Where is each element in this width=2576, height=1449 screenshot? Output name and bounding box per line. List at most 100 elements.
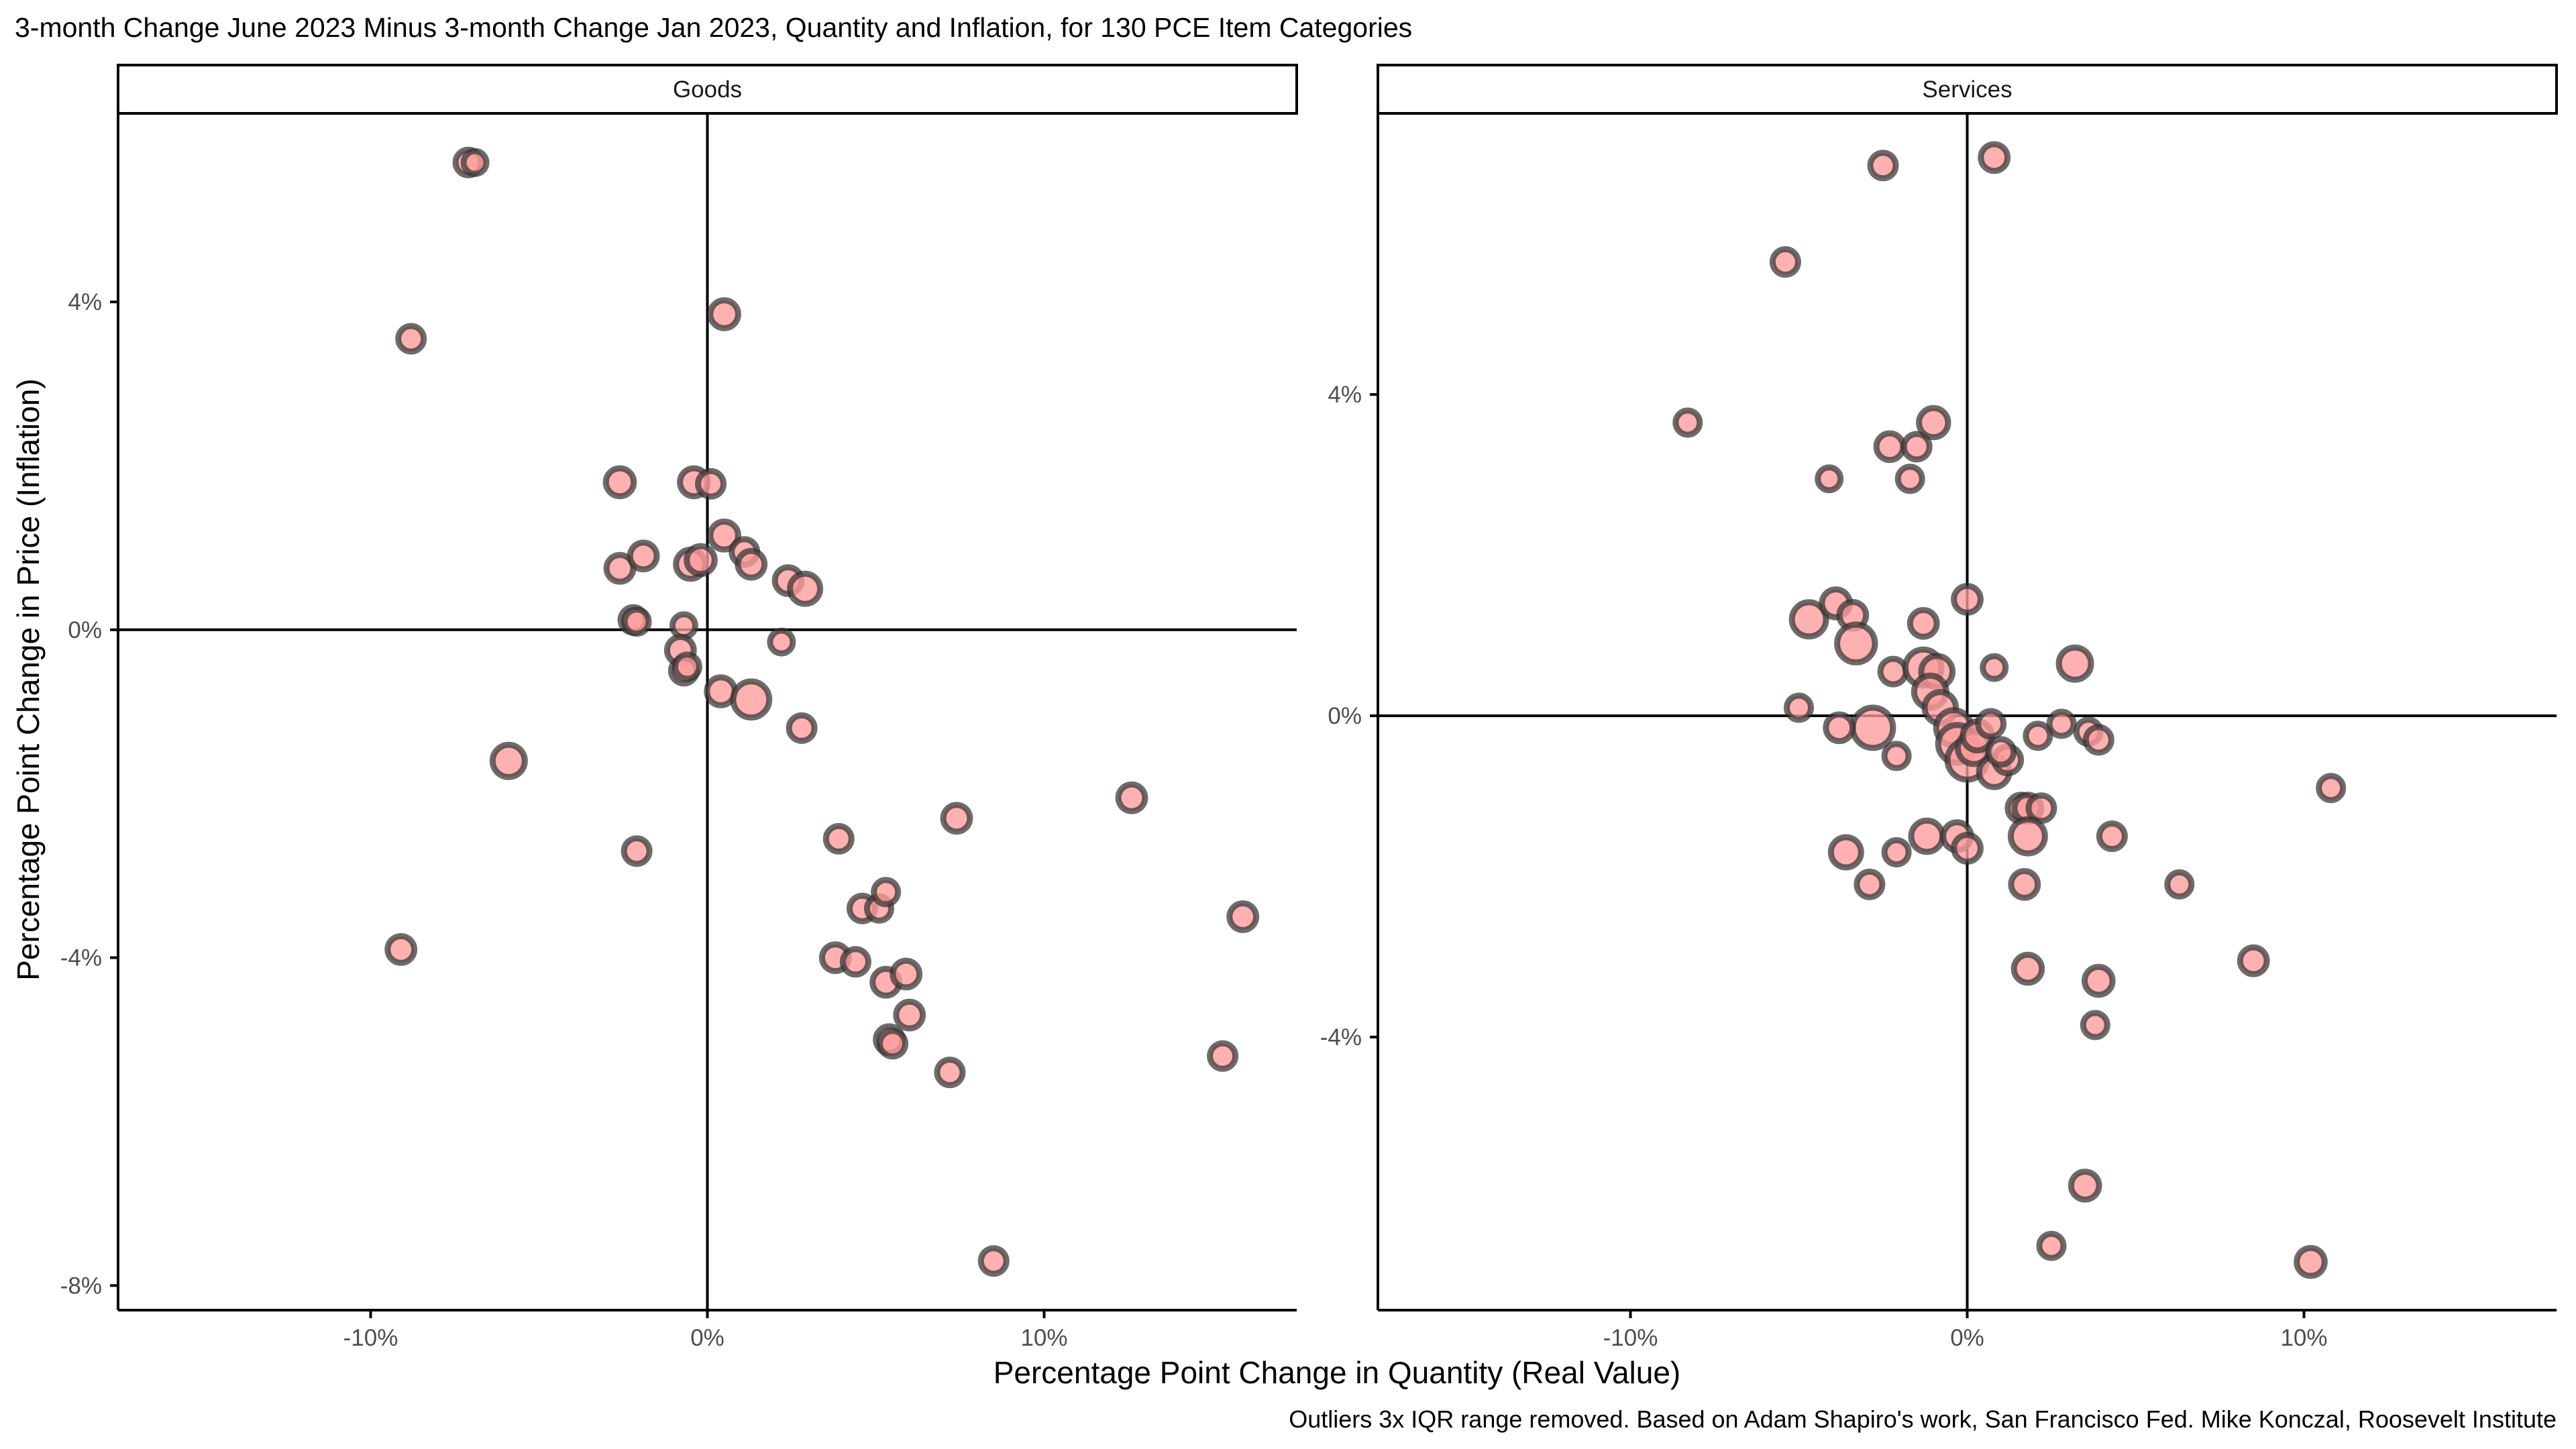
x-axis-title: Percentage Point Change in Quantity (Rea… [994,1355,1681,1390]
services-data-point [2316,773,2347,804]
goods-data-point [767,627,796,657]
goods-x-tick-label: -10% [343,1325,398,1351]
goods-data-point [940,802,973,835]
panel-goods: Goods -10% 0% 10% -8% -4% 0% 4% [60,64,1298,1351]
services-data-point [2068,1169,2102,1203]
goods-data-point [890,957,923,991]
services-data-point [1873,430,1907,464]
services-y-tick-label: -4% [1320,1024,1362,1051]
goods-data-point [395,323,427,355]
goods-data-point [877,1028,909,1060]
goods-data-point [621,835,653,867]
goods-y-tick-label: 4% [68,289,102,315]
services-data-point [2025,792,2057,824]
services-y-tick-label: 4% [1328,382,1362,408]
services-data-point [1769,246,1801,278]
services-data-point [1900,431,1933,463]
goods-data-point [871,877,902,908]
panel-strip-goods [117,64,1298,115]
services-x-tick-label: -10% [1603,1325,1658,1351]
goods-data-point [621,606,652,637]
chart-title: 3-month Change June 2023 Minus 3-month C… [15,12,1412,43]
chart-caption: Outliers 3x IQR range removed. Based on … [1289,1405,2557,1433]
goods-x-tick-label: 0% [690,1325,724,1351]
goods-data-point [1115,781,1148,814]
goods-data-point [1207,1040,1239,1072]
services-data-point [2237,944,2270,977]
goods-data-point [669,611,698,641]
services-data-point [1849,704,1896,751]
goods-data-point [489,741,528,780]
goods-data-point [707,297,741,331]
services-plot-area: -10% 0% 10% -4% 0% 4% [1320,113,2557,1351]
services-data-point [1784,692,1814,723]
services-data-point [2082,963,2116,998]
goods-data-point [735,547,768,581]
services-data-point [1834,621,1878,665]
goods-data-point [822,822,855,855]
goods-data-point [707,519,741,553]
goods-data-point [893,998,926,1032]
services-data-point [1877,655,1909,688]
goods-x-tick-label: 10% [1020,1325,1067,1351]
goods-data-point [684,543,718,578]
goods-data-point [672,651,702,682]
goods-data-point [384,933,418,966]
services-data-point [1823,711,1856,745]
services-data-point [2080,1010,2110,1040]
goods-y-tick-label: 0% [68,617,102,643]
services-data-point [1980,653,2009,682]
panel-services: Services -10% 0% 10% -4% 0% 4% [1320,64,2558,1351]
goods-data-point [977,1245,1010,1277]
goods-data-point [695,468,727,500]
goods-data-point [602,465,637,500]
goods-data-point [839,946,871,978]
goods-data-point [460,148,490,177]
services-data-point [1827,834,1864,871]
goods-data-point [627,539,660,573]
services-data-point [1907,606,1940,640]
y-axis-title: Percentage Point Change in Price (Inflat… [11,378,46,981]
goods-data-point [934,1057,966,1089]
goods-y-tick-label: -8% [60,1273,102,1299]
services-data-point [2055,644,2094,683]
services-data-point [1867,150,1899,182]
services-data-point [1916,405,1951,441]
services-x-tick-label: 10% [2280,1325,2327,1351]
services-data-point [2096,820,2128,853]
services-data-point [2007,816,2048,857]
services-data-point [1908,817,1946,855]
services-data-point [1881,741,1912,771]
services-data-point [2164,869,2195,900]
services-y-tick-label: 0% [1328,703,1362,729]
services-data-point [2010,951,2045,986]
services-data-point [2036,1230,2067,1261]
services-data-point [1978,141,2011,174]
services-data-point [2008,868,2041,901]
services-data-point [1854,868,1886,900]
services-data-point [1815,464,1844,494]
panel-strip-services [1377,64,2558,115]
services-data-point [2294,1244,2328,1279]
goods-data-point [730,678,773,721]
services-data-point [1975,708,2007,740]
goods-data-point [786,712,818,744]
services-data-point [2023,720,2053,751]
services-data-point [1788,599,1829,640]
goods-data-point [787,570,824,607]
goods-data-point [1226,900,1260,933]
services-data-point [2046,708,2077,739]
services-x-tick-label: 0% [1950,1325,1984,1351]
panel-strip-label-services: Services [1922,76,2012,103]
goods-y-tick-label: -4% [60,945,102,971]
goods-plot-area: -10% 0% 10% -8% -4% 0% 4% [60,113,1297,1351]
panel-strip-label-goods: Goods [673,76,742,103]
services-data-point [2082,724,2114,756]
services-data-point [1894,464,1925,494]
services-data-point [1672,407,1703,438]
services-data-point [1985,736,2017,768]
services-data-point [1881,837,1912,867]
services-data-point [1951,832,1984,865]
